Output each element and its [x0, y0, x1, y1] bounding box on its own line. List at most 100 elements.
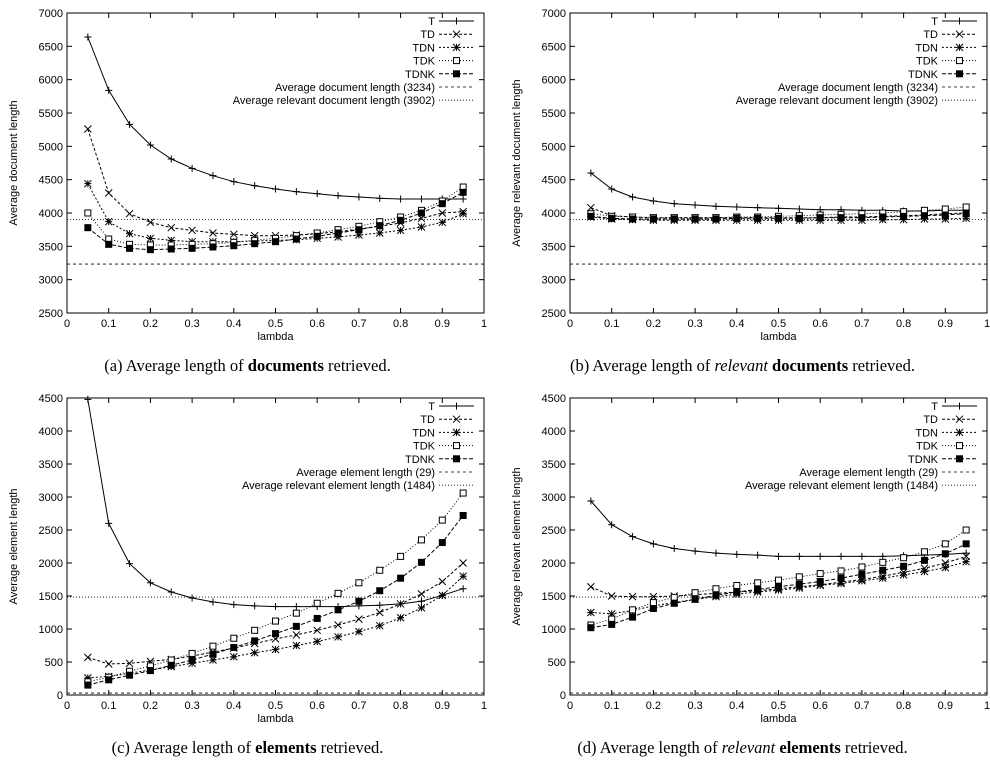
y-tick-label: 2500 [39, 525, 63, 537]
data-point [84, 224, 92, 232]
data-point [941, 540, 949, 548]
y-tick-label: 4000 [542, 426, 566, 438]
y-tick-label: 2500 [39, 308, 63, 320]
data-point [608, 185, 616, 193]
data-point [251, 626, 259, 634]
data-point [754, 551, 762, 559]
data-point [858, 563, 866, 571]
legend-marker [956, 402, 963, 410]
data-point [649, 599, 657, 607]
data-point [105, 519, 113, 527]
data-point [417, 536, 425, 544]
y-tick-label: 4500 [542, 393, 566, 405]
data-point [272, 630, 279, 638]
data-point [438, 539, 446, 547]
data-point [712, 202, 720, 210]
y-tick-label: 3500 [39, 241, 63, 253]
data-point [438, 200, 446, 208]
legend-marker [453, 442, 460, 450]
y-tick-label: 3000 [542, 275, 566, 287]
data-point [146, 667, 154, 675]
y-tick-label: 5000 [542, 141, 566, 153]
x-axis-label: lambda [257, 713, 294, 725]
data-point [837, 574, 845, 582]
data-point [104, 660, 113, 668]
data-point [84, 33, 92, 41]
y-tick-label: 3500 [542, 241, 566, 253]
data-point [775, 576, 782, 584]
legend-marker [453, 57, 460, 65]
y-tick-label: 2500 [542, 525, 566, 537]
legend-marker [956, 442, 963, 450]
data-point [355, 193, 363, 201]
y-tick-label: 4500 [39, 175, 63, 187]
y-tick-label: 3500 [542, 459, 566, 471]
data-point [375, 608, 384, 617]
data-point [837, 552, 845, 560]
data-point [670, 544, 678, 552]
data-point [879, 552, 887, 560]
data-point [313, 599, 321, 607]
data-point [84, 395, 92, 403]
data-point [376, 566, 384, 574]
data-point [188, 226, 196, 235]
y-tick-label: 6000 [39, 75, 63, 87]
legend-label: TDK [413, 56, 436, 68]
legend-label: TDN [412, 42, 435, 54]
data-point [375, 229, 384, 237]
data-point [188, 594, 196, 602]
legend-marker [955, 428, 964, 437]
data-point [858, 214, 866, 222]
data-point [292, 603, 300, 611]
data-point [900, 554, 908, 562]
legend-label: TDNK [908, 69, 939, 81]
legend-marker [956, 57, 963, 65]
x-tick-label: 0.9 [435, 318, 450, 330]
y-tick-label: 6500 [39, 41, 63, 53]
chart-panel-2: 0 500 1000 1500 2000 2500 3000 3500 4000 4500 0 0.1… [8, 393, 487, 725]
data-point [417, 209, 425, 217]
data-point [459, 188, 467, 196]
data-point [712, 215, 720, 223]
data-point [459, 559, 468, 567]
x-tick-label: 0.3 [184, 700, 199, 712]
data-point [795, 552, 803, 560]
data-point [126, 244, 134, 252]
data-point [878, 574, 887, 583]
data-point [754, 579, 762, 587]
data-point [629, 215, 637, 223]
x-tick-label: 0.2 [646, 318, 661, 330]
data-point [459, 572, 468, 581]
data-point [962, 203, 970, 211]
data-point [941, 550, 949, 558]
data-point [397, 216, 405, 224]
legend-label: TDNK [405, 454, 436, 466]
data-point [858, 576, 866, 585]
data-point [125, 659, 134, 668]
caption-d: (d) Average length of relevant elements … [577, 738, 908, 757]
series-line [590, 500, 967, 557]
data-point [816, 577, 824, 585]
x-axis-label: lambda [760, 331, 797, 343]
data-point [355, 579, 363, 587]
y-tick-label: 4500 [39, 393, 63, 405]
data-point [126, 120, 134, 128]
data-point [920, 212, 928, 220]
data-point [417, 223, 426, 231]
legend-label: TDK [916, 56, 939, 68]
data-point [837, 567, 845, 575]
y-tick-label: 1500 [39, 591, 63, 603]
data-point [899, 571, 908, 579]
data-point [920, 548, 928, 556]
data-point [962, 557, 971, 566]
data-point [962, 214, 971, 223]
data-point [355, 226, 363, 234]
data-point [209, 656, 217, 664]
data-point [209, 172, 217, 180]
data-point [649, 197, 657, 205]
legend-label: Average relevant element length (1484) [745, 480, 938, 492]
legend-label: TDN [915, 427, 938, 439]
data-point [607, 592, 616, 600]
data-point [292, 631, 301, 639]
data-point [816, 570, 824, 578]
